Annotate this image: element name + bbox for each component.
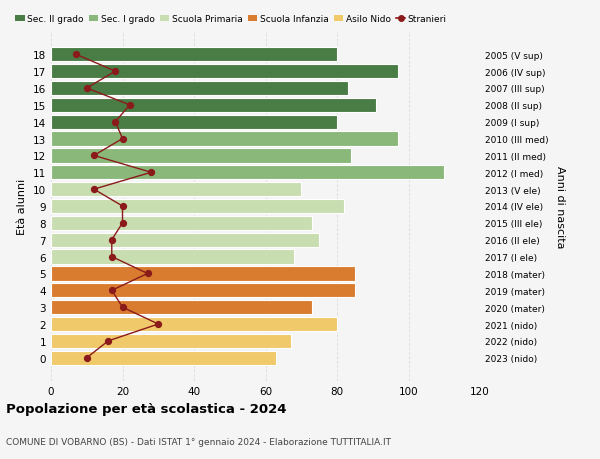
Bar [51, 149, 351, 163]
Bar [51, 250, 294, 264]
Point [118, 220, 127, 227]
Y-axis label: Età alunni: Età alunni [17, 179, 28, 235]
Point [107, 253, 116, 261]
Bar [51, 183, 301, 197]
Bar [51, 267, 355, 281]
Point [107, 236, 116, 244]
Point [154, 321, 163, 328]
Bar [51, 284, 355, 298]
Point [110, 119, 120, 126]
Bar [51, 132, 398, 146]
Legend: Sec. II grado, Sec. I grado, Scuola Primaria, Scuola Infanzia, Asilo Nido, Stran: Sec. II grado, Sec. I grado, Scuola Prim… [16, 15, 447, 24]
Bar [51, 216, 312, 230]
Bar [51, 317, 337, 331]
Point [118, 203, 127, 210]
Y-axis label: Anni di nascita: Anni di nascita [555, 165, 565, 248]
Bar [51, 233, 319, 247]
Text: COMUNE DI VOBARNO (BS) - Dati ISTAT 1° gennaio 2024 - Elaborazione TUTTITALIA.IT: COMUNE DI VOBARNO (BS) - Dati ISTAT 1° g… [6, 437, 391, 446]
Bar [51, 334, 290, 348]
Bar [51, 65, 398, 79]
Text: Popolazione per età scolastica - 2024: Popolazione per età scolastica - 2024 [6, 403, 287, 415]
Bar [51, 99, 376, 113]
Bar [51, 351, 276, 365]
Point [110, 68, 120, 76]
Bar [51, 300, 312, 314]
Point [146, 169, 156, 177]
Bar [51, 82, 348, 96]
Point [89, 186, 99, 193]
Point [107, 287, 116, 294]
Point [82, 85, 92, 92]
Bar [51, 115, 337, 129]
Bar [51, 48, 337, 62]
Bar [51, 166, 444, 180]
Point [125, 102, 134, 109]
Point [89, 152, 99, 160]
Point [82, 354, 92, 362]
Point [143, 270, 152, 278]
Point [103, 337, 113, 345]
Bar [51, 199, 344, 214]
Point [71, 51, 81, 59]
Point [118, 135, 127, 143]
Point [118, 304, 127, 311]
